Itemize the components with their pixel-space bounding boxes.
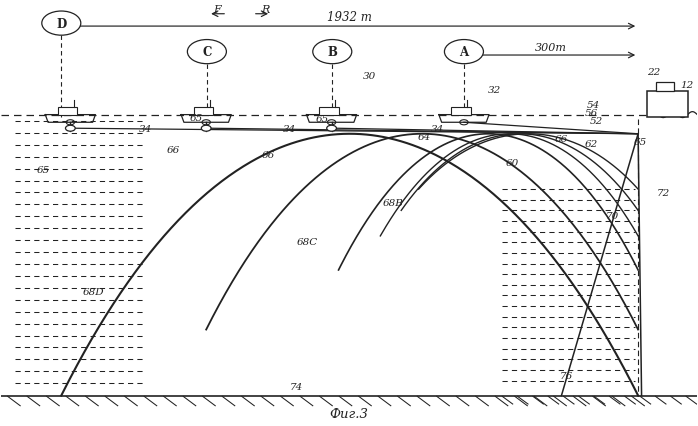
- Circle shape: [201, 126, 211, 132]
- Text: 72: 72: [657, 189, 670, 198]
- Text: 32: 32: [489, 86, 502, 95]
- FancyBboxPatch shape: [58, 108, 77, 115]
- Text: 66: 66: [167, 146, 180, 155]
- Text: F: F: [213, 5, 221, 14]
- Text: 74: 74: [290, 382, 303, 391]
- Ellipse shape: [445, 40, 484, 65]
- Text: 62: 62: [584, 139, 597, 148]
- Text: 34: 34: [431, 124, 445, 133]
- Text: 52: 52: [589, 117, 602, 126]
- Text: Фиг.3: Фиг.3: [329, 407, 369, 420]
- Ellipse shape: [313, 40, 352, 65]
- Text: 64: 64: [417, 133, 431, 142]
- Text: 300m: 300m: [535, 43, 567, 53]
- Text: 1932 m: 1932 m: [327, 11, 371, 23]
- Text: 30: 30: [363, 72, 376, 81]
- Text: B: B: [327, 46, 337, 59]
- Circle shape: [327, 126, 336, 132]
- Text: 12: 12: [680, 81, 693, 90]
- Text: 56: 56: [584, 109, 597, 118]
- Text: 34: 34: [139, 124, 152, 133]
- FancyBboxPatch shape: [647, 92, 688, 118]
- Text: 65: 65: [315, 115, 329, 124]
- Text: 76: 76: [559, 371, 572, 380]
- Text: 34: 34: [283, 124, 296, 133]
- Text: 68C: 68C: [297, 238, 318, 247]
- Ellipse shape: [187, 40, 226, 65]
- Text: A: A: [459, 46, 468, 59]
- Text: 66: 66: [262, 151, 275, 160]
- FancyBboxPatch shape: [655, 83, 674, 92]
- Text: 54: 54: [587, 101, 600, 109]
- Text: 65: 65: [37, 166, 50, 175]
- FancyBboxPatch shape: [319, 108, 339, 115]
- FancyBboxPatch shape: [452, 108, 471, 115]
- Text: 60: 60: [506, 158, 519, 167]
- Text: C: C: [202, 46, 211, 59]
- Text: 65: 65: [633, 137, 646, 146]
- Text: 66: 66: [554, 135, 567, 144]
- Text: 70: 70: [605, 211, 618, 220]
- Text: 68B: 68B: [383, 199, 403, 207]
- Ellipse shape: [42, 12, 81, 36]
- Text: D: D: [56, 17, 66, 31]
- Text: 68D: 68D: [83, 288, 105, 296]
- Text: 22: 22: [647, 68, 660, 77]
- Text: 65: 65: [190, 113, 203, 122]
- Text: R: R: [261, 5, 269, 14]
- Circle shape: [66, 126, 75, 132]
- FancyBboxPatch shape: [193, 108, 213, 115]
